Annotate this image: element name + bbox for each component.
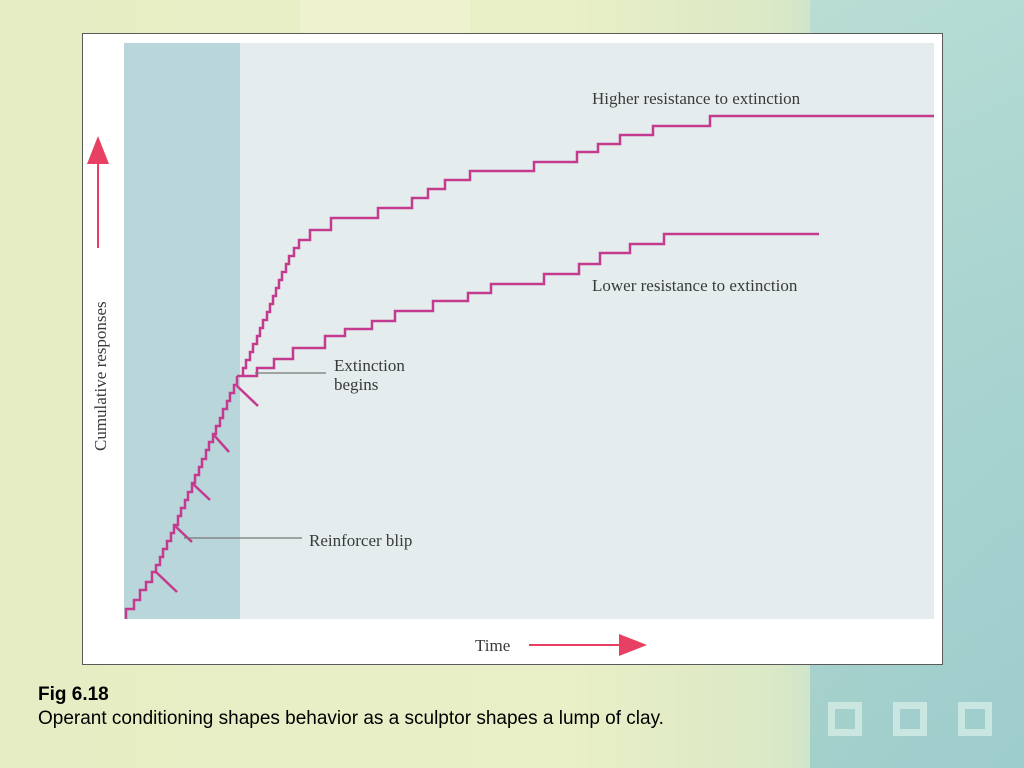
- x-axis-arrowhead: [619, 634, 647, 656]
- training-curve: [124, 376, 239, 619]
- higher-resistance-curve: [237, 114, 934, 378]
- x-axis-label: Time: [475, 636, 510, 655]
- reinforcer-blip: [212, 433, 230, 453]
- extinction-phase-region: [240, 43, 934, 619]
- figure-frame: Cumulative responses Time Higher resista…: [82, 33, 943, 665]
- reinforcer-blips: [155, 385, 259, 593]
- decorative-square: [828, 702, 862, 736]
- figure-caption: Fig 6.18 Operant conditioning shapes beh…: [38, 683, 664, 731]
- higher-resistance-label: Higher resistance to extinction: [592, 89, 801, 108]
- reinforcer-blip: [191, 482, 211, 501]
- extinction-label-line2: begins: [334, 375, 378, 394]
- reinforcer-blip: [173, 524, 193, 543]
- y-axis-arrowhead: [87, 136, 109, 164]
- reinforcement-phase-region: [124, 43, 240, 619]
- extinction-label-line1: Extinction: [334, 356, 405, 375]
- reinforcer-blip: [155, 571, 178, 593]
- reinforcer-blip: [236, 385, 259, 407]
- caption-text: Operant conditioning shapes behavior as …: [38, 708, 664, 729]
- lower-resistance-curve: [243, 232, 819, 378]
- reinforcer-blip-label: Reinforcer blip: [309, 531, 412, 550]
- decorative-square: [958, 702, 992, 736]
- decorative-square: [893, 702, 927, 736]
- lower-resistance-label: Lower resistance to extinction: [592, 276, 798, 295]
- y-axis-label: Cumulative responses: [91, 301, 110, 451]
- cumulative-response-diagram: Cumulative responses Time Higher resista…: [87, 43, 934, 656]
- figure-number: Fig 6.18: [38, 684, 109, 705]
